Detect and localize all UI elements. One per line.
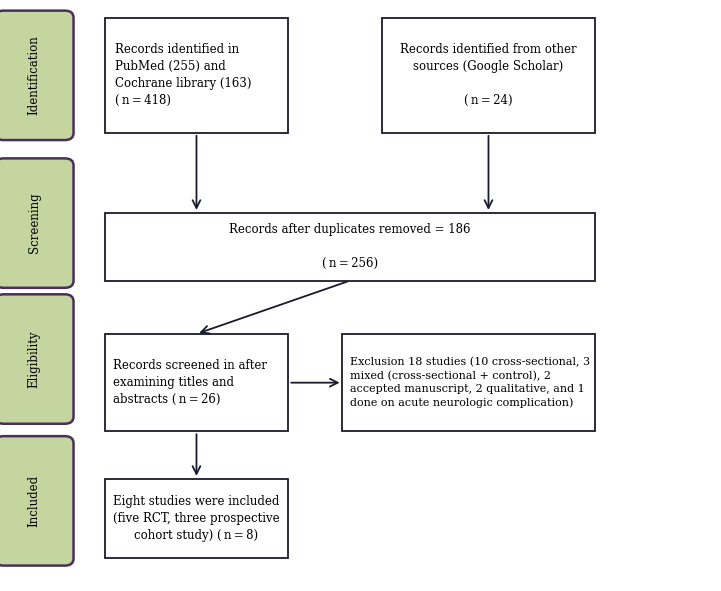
Text: Identification: Identification bbox=[27, 35, 41, 115]
Text: Records identified from other
sources (Google Scholar)

( n = 24): Records identified from other sources (G… bbox=[400, 43, 577, 108]
FancyBboxPatch shape bbox=[105, 18, 288, 133]
Text: Exclusion 18 studies (10 cross-sectional, 3
mixed (cross-sectional + control), 2: Exclusion 18 studies (10 cross-sectional… bbox=[350, 357, 590, 408]
Text: Eight studies were included
(five RCT, three prospective
cohort study) ( n = 8): Eight studies were included (five RCT, t… bbox=[113, 495, 280, 542]
FancyBboxPatch shape bbox=[0, 158, 74, 288]
FancyBboxPatch shape bbox=[105, 334, 288, 431]
FancyBboxPatch shape bbox=[0, 294, 74, 424]
Text: Eligibility: Eligibility bbox=[27, 330, 41, 388]
FancyBboxPatch shape bbox=[105, 213, 595, 281]
FancyBboxPatch shape bbox=[342, 334, 595, 431]
FancyBboxPatch shape bbox=[382, 18, 595, 133]
Text: Records screened in after
examining titles and
abstracts ( n = 26): Records screened in after examining titl… bbox=[113, 359, 267, 406]
Text: Records identified in
PubMed (255) and
Cochrane library (163)
( n = 418): Records identified in PubMed (255) and C… bbox=[115, 43, 252, 108]
FancyBboxPatch shape bbox=[0, 11, 74, 140]
FancyBboxPatch shape bbox=[105, 479, 288, 558]
Text: Screening: Screening bbox=[27, 193, 41, 254]
FancyBboxPatch shape bbox=[0, 436, 74, 566]
Text: Included: Included bbox=[27, 475, 41, 527]
Text: Records after duplicates removed = 186

( n = 256): Records after duplicates removed = 186 (… bbox=[229, 223, 470, 270]
